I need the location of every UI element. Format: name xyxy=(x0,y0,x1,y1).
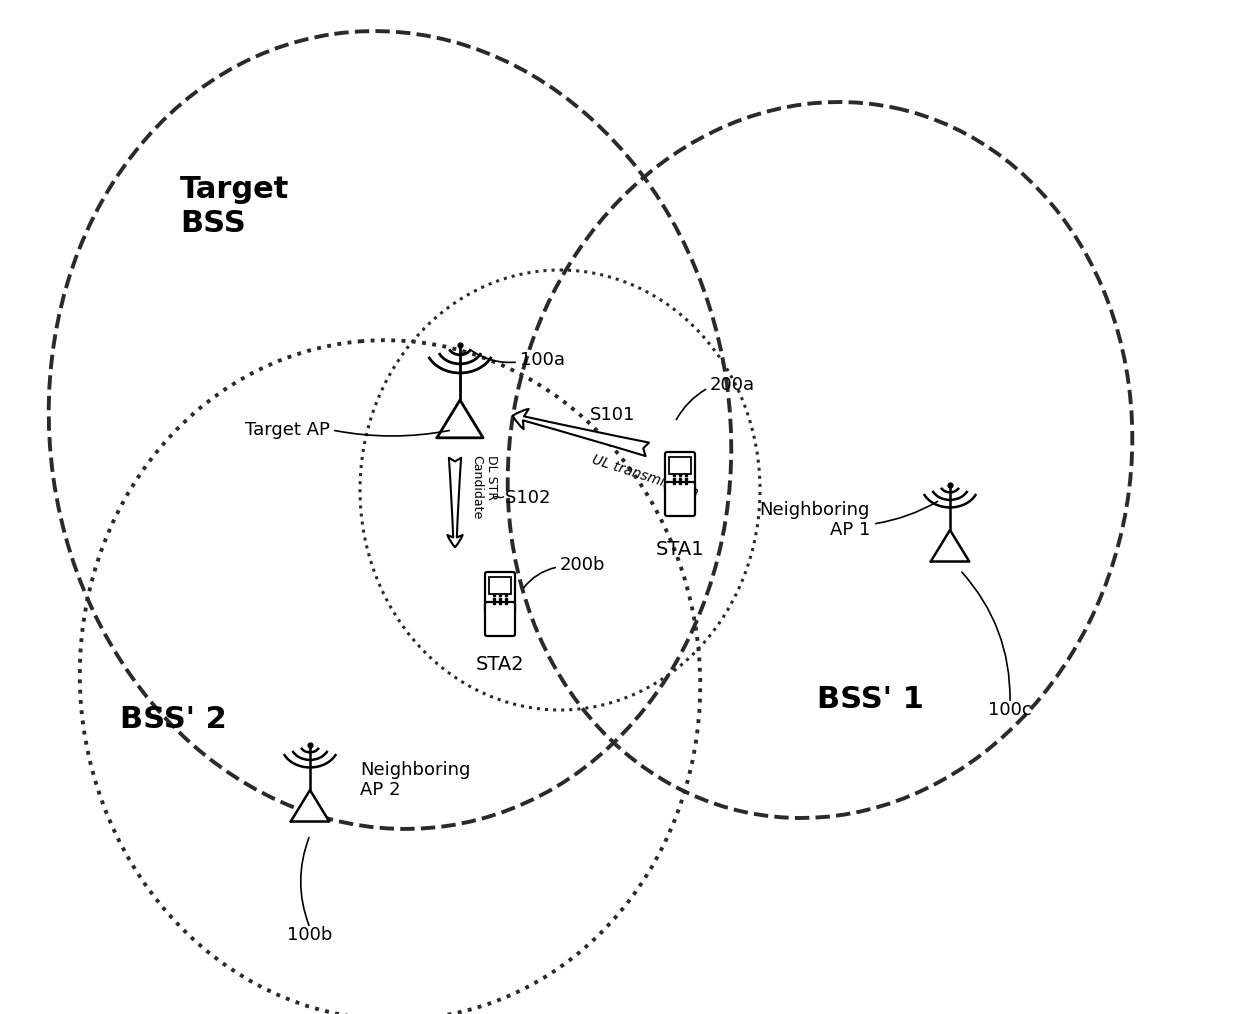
Text: Target AP: Target AP xyxy=(246,421,330,439)
FancyBboxPatch shape xyxy=(665,482,694,516)
Bar xyxy=(490,577,511,594)
Text: 200a: 200a xyxy=(711,376,755,394)
Text: DL STR
Candidate: DL STR Candidate xyxy=(470,455,498,519)
Text: Target
BSS: Target BSS xyxy=(180,175,289,237)
Text: STA1: STA1 xyxy=(656,540,704,559)
Text: 100c: 100c xyxy=(988,701,1032,719)
Polygon shape xyxy=(436,400,484,438)
Text: ~S102: ~S102 xyxy=(490,489,551,507)
Text: STA2: STA2 xyxy=(476,655,525,674)
Polygon shape xyxy=(931,530,970,562)
Text: Neighboring
AP 2: Neighboring AP 2 xyxy=(360,760,470,799)
Text: Neighboring
AP 1: Neighboring AP 1 xyxy=(760,501,870,539)
FancyBboxPatch shape xyxy=(665,452,694,492)
Text: BSS' 2: BSS' 2 xyxy=(120,706,227,734)
FancyBboxPatch shape xyxy=(485,572,515,612)
Text: 100b: 100b xyxy=(288,926,332,944)
Bar xyxy=(670,457,691,474)
Text: 100a: 100a xyxy=(520,351,565,369)
Polygon shape xyxy=(290,790,330,821)
FancyBboxPatch shape xyxy=(485,602,515,636)
Text: 200b: 200b xyxy=(560,556,605,574)
Text: S101: S101 xyxy=(590,406,635,424)
Text: BSS' 1: BSS' 1 xyxy=(817,685,924,715)
Text: UL transmission: UL transmission xyxy=(590,453,699,501)
